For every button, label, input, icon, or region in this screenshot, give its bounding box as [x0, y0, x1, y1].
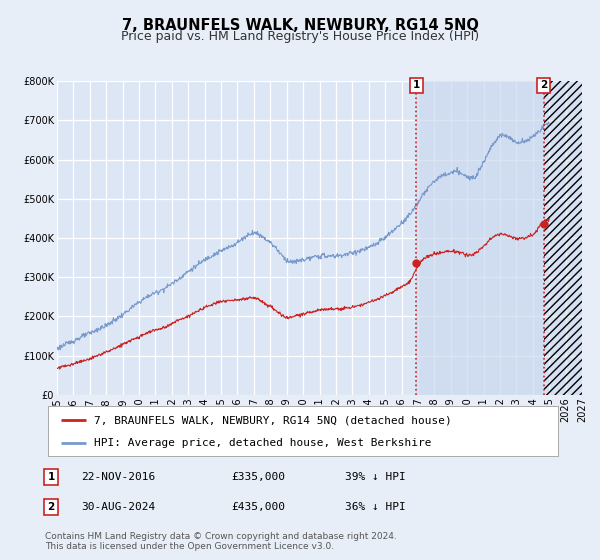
Bar: [544, 81, 582, 395]
Text: This data is licensed under the Open Government Licence v3.0.: This data is licensed under the Open Gov…: [45, 542, 334, 551]
Text: £435,000: £435,000: [231, 502, 285, 512]
Text: HPI: Average price, detached house, West Berkshire: HPI: Average price, detached house, West…: [94, 438, 431, 449]
Text: 1: 1: [413, 80, 420, 90]
Text: Contains HM Land Registry data © Crown copyright and database right 2024.: Contains HM Land Registry data © Crown c…: [45, 532, 397, 541]
Bar: [416, 81, 544, 395]
Text: 7, BRAUNFELS WALK, NEWBURY, RG14 5NQ: 7, BRAUNFELS WALK, NEWBURY, RG14 5NQ: [122, 18, 478, 33]
Text: 30-AUG-2024: 30-AUG-2024: [81, 502, 155, 512]
Text: 2: 2: [540, 80, 547, 90]
Text: 22-NOV-2016: 22-NOV-2016: [81, 472, 155, 482]
Text: 7, BRAUNFELS WALK, NEWBURY, RG14 5NQ (detached house): 7, BRAUNFELS WALK, NEWBURY, RG14 5NQ (de…: [94, 415, 452, 425]
Text: £335,000: £335,000: [231, 472, 285, 482]
Text: 1: 1: [47, 472, 55, 482]
Text: Price paid vs. HM Land Registry's House Price Index (HPI): Price paid vs. HM Land Registry's House …: [121, 30, 479, 43]
Text: 36% ↓ HPI: 36% ↓ HPI: [345, 502, 406, 512]
Text: 39% ↓ HPI: 39% ↓ HPI: [345, 472, 406, 482]
Text: 2: 2: [47, 502, 55, 512]
